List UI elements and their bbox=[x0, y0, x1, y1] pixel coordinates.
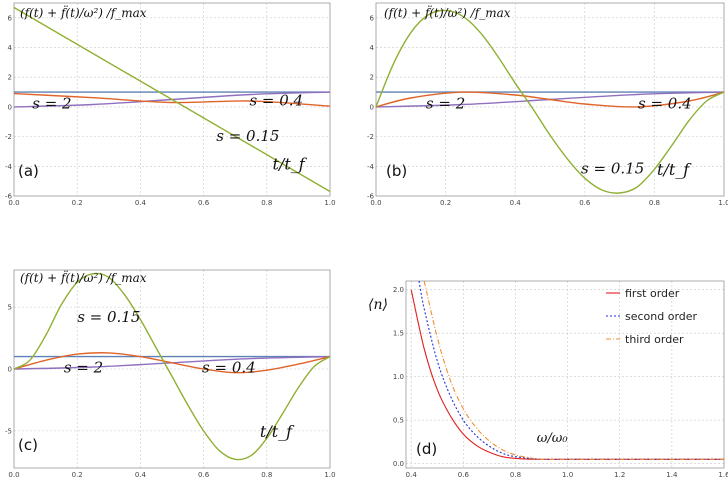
y-tick-label: -6 bbox=[367, 193, 375, 201]
x-tick-label: 0.8 bbox=[510, 471, 521, 479]
x-tick-label: 0.2 bbox=[72, 471, 83, 479]
y-axis-label: (f(t) + f̈(t)/ω²) /f_max bbox=[384, 4, 511, 20]
panel-3: 0.0 0.2 0.4 0.6 0.8 1.0 -5 0 5 s = 0.15 s = 2 s = 0… bbox=[5, 269, 336, 479]
y-tick-label: 4 bbox=[8, 44, 13, 52]
x-tick-label: 0.4 bbox=[406, 471, 418, 479]
y-tick-label: -4 bbox=[5, 163, 13, 171]
curve-annotation: s = 2 bbox=[426, 94, 465, 112]
plot-frame bbox=[13, 2, 331, 197]
y-tick-label: -2 bbox=[5, 133, 12, 141]
y-tick-label: 0 bbox=[8, 103, 12, 111]
plot-frame bbox=[405, 280, 725, 469]
panel-label: (b) bbox=[386, 162, 407, 180]
x-tick-label: 1.2 bbox=[614, 471, 625, 479]
x-tick-label: 1.6 bbox=[718, 471, 728, 479]
x-tick-label: 0.6 bbox=[458, 471, 470, 479]
y-tick-label: 2 bbox=[370, 74, 374, 82]
series-line-3 bbox=[423, 281, 724, 460]
panel-1: 0.0 0.2 0.4 0.6 0.8 1.0 -6 -4 -2 0 2 4 6 s = 2 s = 0.4… bbox=[5, 2, 336, 207]
y-tick-label: 2 bbox=[8, 74, 12, 82]
x-tick-label: 0.8 bbox=[649, 199, 660, 207]
curve-annotation: s = 0.4 bbox=[638, 94, 692, 112]
curve-annotation: s = 0.15 bbox=[216, 127, 279, 145]
panel-2: 0.0 0.2 0.4 0.6 0.8 1.0 -6 -4 -2 0 2 4 6 s = 2 s = 0.4… bbox=[367, 2, 728, 207]
x-tick-label: 1.0 bbox=[562, 471, 573, 479]
panel-label: (c) bbox=[18, 436, 38, 454]
panel-label: (a) bbox=[18, 162, 39, 180]
x-tick-label: 0.8 bbox=[261, 471, 272, 479]
y-tick-label: 4 bbox=[370, 44, 375, 52]
panel-4: 0.4 0.6 0.8 1.0 1.2 1.4 1.6 0.0 0.5 1.0 1.5 2.0 ω/ω₀… bbox=[368, 280, 728, 479]
legend-entry: second order bbox=[625, 310, 698, 323]
legend-entry: first order bbox=[625, 287, 680, 300]
series-line-3 bbox=[13, 352, 331, 374]
y-tick-label: -2 bbox=[367, 133, 374, 141]
x-tick-label: 1.0 bbox=[324, 199, 335, 207]
y-tick-label: 1.0 bbox=[393, 373, 404, 381]
series-line-2 bbox=[418, 281, 724, 461]
x-tick-label: 0.0 bbox=[8, 199, 19, 207]
curve-annotation: s = 2 bbox=[64, 359, 103, 377]
x-tick-label: 0.6 bbox=[198, 471, 210, 479]
x-tick-label: 0.4 bbox=[135, 199, 147, 207]
y-axis-label: (f(t) + f̈(t)/ω²) /f_max bbox=[20, 4, 147, 20]
x-tick-label: 0.0 bbox=[8, 471, 19, 479]
x-axis-label: t/t_f bbox=[260, 422, 295, 441]
curve-annotation: s = 2 bbox=[32, 94, 71, 112]
series-line-4 bbox=[13, 6, 331, 193]
x-tick-label: 0.0 bbox=[370, 199, 381, 207]
y-tick-label: 0 bbox=[8, 366, 12, 374]
y-tick-label: 0.0 bbox=[393, 460, 404, 468]
x-tick-label: 0.6 bbox=[579, 199, 591, 207]
panel-label: (d) bbox=[416, 440, 437, 458]
curve-annotation: s = 0.4 bbox=[249, 91, 303, 109]
curve-annotation: s = 0.15 bbox=[581, 160, 644, 178]
y-tick-label: 0.5 bbox=[393, 417, 404, 425]
x-tick-label: 0.2 bbox=[72, 199, 83, 207]
y-tick-label: 0 bbox=[370, 103, 374, 111]
x-axis-label: t/t_f bbox=[657, 160, 692, 179]
x-tick-label: 1.0 bbox=[324, 471, 335, 479]
curve-annotation: s = 0.15 bbox=[77, 308, 140, 326]
plot-frame bbox=[375, 2, 725, 197]
x-axis-label: ω/ω₀ bbox=[537, 431, 569, 446]
y-tick-label: 6 bbox=[8, 14, 13, 22]
y-tick-label: -5 bbox=[5, 427, 12, 435]
y-tick-label: 6 bbox=[370, 14, 375, 22]
series-line-4 bbox=[375, 9, 725, 194]
legend-entry: third order bbox=[625, 333, 684, 346]
curve-annotation: s = 0.4 bbox=[202, 359, 256, 377]
series-line-3 bbox=[375, 91, 725, 108]
y-tick-label: 1.5 bbox=[393, 330, 404, 338]
y-axis-label: ⟨n⟩ bbox=[368, 297, 388, 313]
y-tick-label: -4 bbox=[367, 163, 375, 171]
x-tick-label: 1.0 bbox=[718, 199, 728, 207]
x-tick-label: 0.4 bbox=[510, 199, 522, 207]
y-axis-label: (f(t) + f̈(t)/ω²) /f_max bbox=[20, 269, 147, 285]
x-axis-label: t/t_f bbox=[273, 154, 308, 173]
x-tick-label: 0.6 bbox=[198, 199, 210, 207]
y-tick-label: 5 bbox=[8, 304, 12, 312]
x-tick-label: 0.2 bbox=[440, 199, 451, 207]
y-tick-label: 2.0 bbox=[393, 286, 404, 294]
x-tick-label: 0.4 bbox=[135, 471, 147, 479]
y-tick-label: -6 bbox=[5, 193, 13, 201]
series-line-3 bbox=[13, 92, 331, 107]
x-tick-label: 1.4 bbox=[666, 471, 678, 479]
series-line-4 bbox=[13, 272, 331, 461]
x-tick-label: 0.8 bbox=[261, 199, 272, 207]
